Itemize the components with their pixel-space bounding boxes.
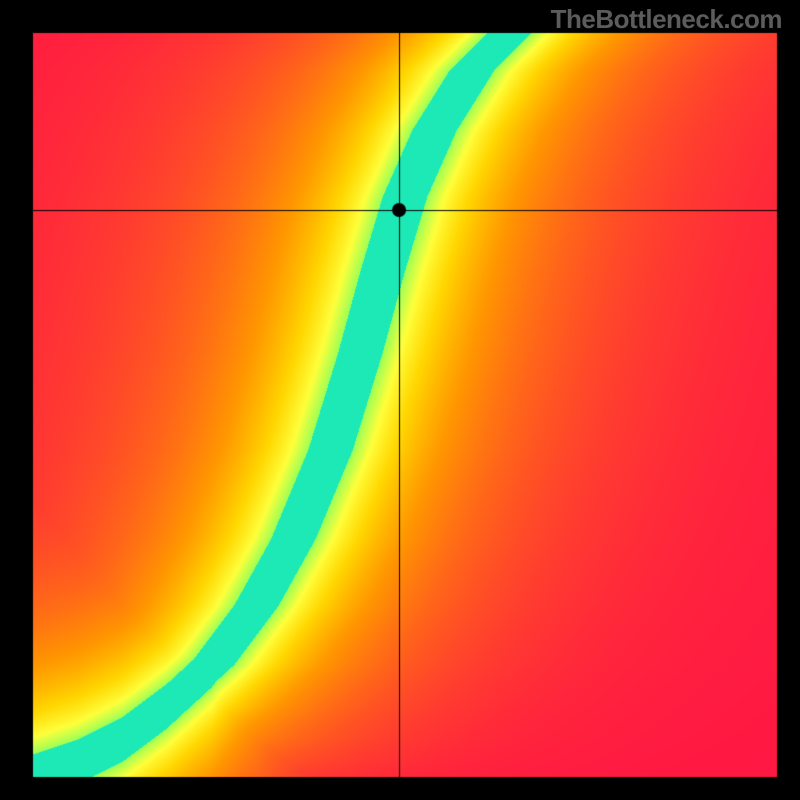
- bottleneck-heatmap: [0, 0, 800, 800]
- chart-container: TheBottleneck.com: [0, 0, 800, 800]
- watermark-text: TheBottleneck.com: [551, 4, 782, 35]
